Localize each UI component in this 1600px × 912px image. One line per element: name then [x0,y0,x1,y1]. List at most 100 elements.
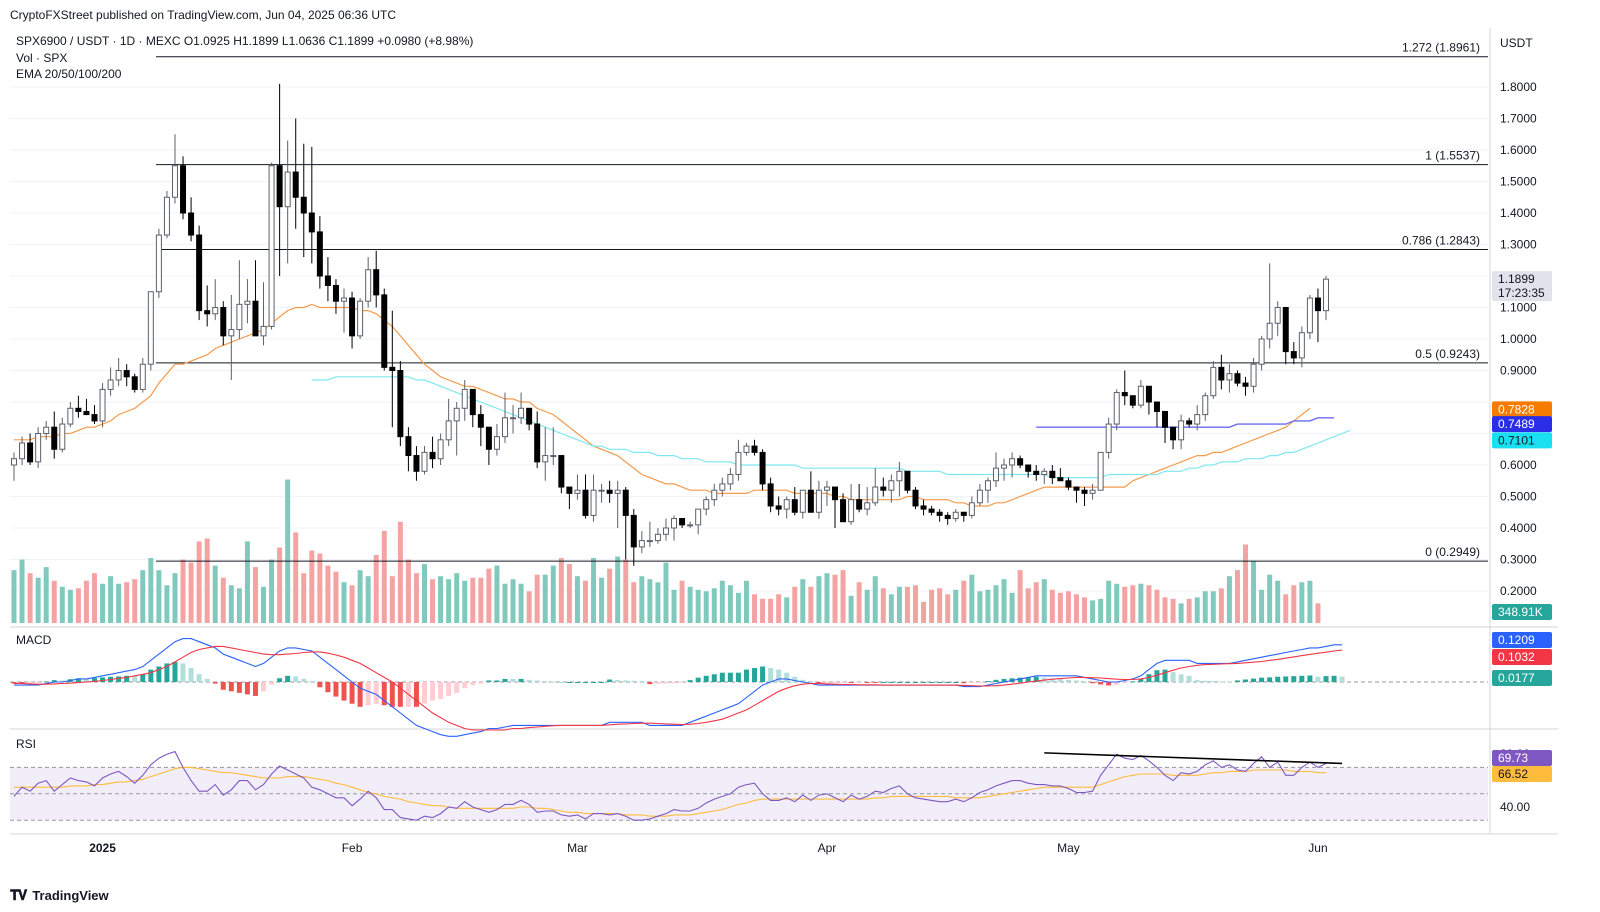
volume-bar [679,580,685,623]
chart-canvas[interactable]: 1.272 (1.8961) 1 (1.5537) 0.786 (1.2843) 0.… [0,0,1600,870]
volume-bar [1090,600,1096,623]
macd-histogram-bar [293,676,299,682]
macd-histogram-bar [896,682,902,683]
candle-up [1274,307,1281,324]
macd-histogram-bar [1170,672,1176,682]
ema-legend[interactable]: EMA 20/50/100/200 [16,67,122,81]
volume-bar [325,565,331,623]
volume-bar [832,574,838,623]
volume-bar [1178,603,1184,623]
volume-bar [100,583,106,623]
macd-histogram-bar [945,682,951,683]
candle-up [11,458,17,466]
candle-up [236,303,243,331]
candle-up [1250,363,1257,387]
volume-legend[interactable]: Vol · SPX [16,51,68,65]
price-tick-label: 0.6000 [1500,458,1537,472]
macd-histogram-bar [518,678,524,682]
macd-histogram-bar [100,677,106,682]
macd-histogram-bar [116,676,122,682]
candle-up [163,196,170,236]
price-tick-label: 1.7000 [1500,112,1537,126]
macd-histogram-bar [11,682,17,684]
macd-histogram-bar [413,682,419,707]
candle-up [864,502,871,510]
macd-histogram-bar [502,678,508,682]
volume-bar [277,547,283,623]
candle-down [936,511,943,516]
macd-histogram-bar [542,681,548,683]
macd-histogram-bar [454,682,460,693]
candle-up [872,486,879,504]
volume-bar [333,571,339,623]
candle-down [180,165,187,214]
macd-histogram-bar [1315,676,1321,682]
macd-histogram-bar [993,679,999,682]
macd-histogram-bar [566,682,572,683]
candle-up [1194,414,1201,425]
tradingview-footer[interactable]: 𝐓𝐕 TradingView [10,887,109,904]
volume-bar [27,573,33,623]
macd-histogram-bar [1057,679,1063,682]
volume-bars [11,479,1321,623]
candle-up [598,489,605,492]
ema100-value-label-bg [1492,416,1552,433]
candle-up [357,300,364,337]
candle-up [695,508,702,526]
macd-histogram-bar [904,682,910,683]
candle-down [389,366,396,372]
rsi-title: RSI [16,737,36,751]
candle-up [1306,297,1313,334]
macd-histogram-bar [27,682,33,684]
symbol-legend[interactable]: SPX6900 / USDT · 1D · MEXC O1.0925 H1.18… [16,34,474,48]
volume-bar [1017,570,1023,623]
macd-histogram-bar [558,682,564,683]
volume-bar [1106,580,1112,623]
candle-up [550,455,557,458]
macd-histogram-bar [470,682,476,686]
macd-histogram-bar [969,682,975,683]
candle-down [477,414,484,428]
macd-histogram-bar [204,678,210,682]
volume-bar [285,479,291,623]
macd-histogram-bar [1017,677,1023,682]
macd-histogram-bar [51,680,57,682]
candle-down [751,445,758,453]
macd-histogram-bar [373,682,379,704]
fib-level-label: 0.5 (0.9243) [1415,347,1480,361]
candle-up [501,417,508,438]
candle-down [832,486,839,501]
volume-bar [518,583,524,623]
macd-histogram-bar [768,668,774,682]
macd-histogram-bar [864,682,870,683]
currency-label[interactable]: USDT [1500,36,1533,50]
candle-up [1323,278,1329,312]
time-tick-label: May [1057,841,1080,855]
candle-up [155,234,162,293]
price-tick-label: 1.0000 [1500,332,1537,346]
candle-down [316,231,323,277]
volume-bar [542,574,548,623]
macd-histogram-bar [1130,681,1136,683]
macd-histogram-bar [937,682,943,683]
candle-down [485,426,492,450]
macd-histogram-bar [325,682,331,693]
volume-bar [67,589,73,623]
macd-histogram-bar [1162,669,1168,682]
volume-bar [760,598,766,623]
volume-bar [888,594,894,623]
volume-bar [164,585,170,623]
candle-up [493,436,500,450]
macd-histogram-bar [301,678,307,682]
macd-histogram-bar [1065,679,1071,682]
macd-histogram-bar [574,682,580,683]
macd-histogram-bar [1291,676,1297,682]
price-tick-label: 1.3000 [1500,238,1537,252]
price-tick-label: 0.4000 [1500,521,1537,535]
macd-histogram-bar [808,682,814,683]
price-tick-label: 1.5000 [1500,175,1537,189]
macd-histogram-bar [792,676,798,682]
macd-histogram-bar [172,661,178,682]
candle-up [1226,373,1233,381]
candle-down [91,414,98,422]
